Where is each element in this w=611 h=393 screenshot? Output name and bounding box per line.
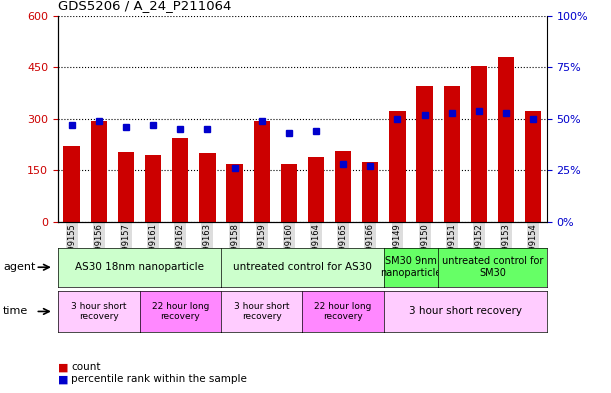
Bar <box>389 111 406 222</box>
Bar <box>227 164 243 222</box>
Text: AS30 18nm nanoparticle: AS30 18nm nanoparticle <box>75 262 204 272</box>
Text: SM30 9nm
nanoparticle: SM30 9nm nanoparticle <box>381 257 442 278</box>
Bar <box>90 121 107 222</box>
Bar <box>362 162 378 222</box>
Bar <box>172 138 188 222</box>
Bar <box>308 157 324 222</box>
Bar <box>64 146 80 222</box>
Text: percentile rank within the sample: percentile rank within the sample <box>71 374 247 384</box>
Text: count: count <box>71 362 101 373</box>
Text: ■: ■ <box>58 362 68 373</box>
Text: 3 hour short
recovery: 3 hour short recovery <box>71 302 126 321</box>
Bar <box>145 155 161 222</box>
Bar <box>118 152 134 222</box>
Bar <box>471 66 487 222</box>
Text: 3 hour short recovery: 3 hour short recovery <box>409 307 522 316</box>
Text: untreated control for
SM30: untreated control for SM30 <box>442 257 543 278</box>
Text: ■: ■ <box>58 374 68 384</box>
Bar <box>199 153 216 222</box>
Text: GDS5206 / A_24_P211064: GDS5206 / A_24_P211064 <box>58 0 232 12</box>
Bar <box>444 86 460 222</box>
Text: 3 hour short
recovery: 3 hour short recovery <box>234 302 290 321</box>
Bar <box>417 86 433 222</box>
Bar <box>254 121 270 222</box>
Text: 22 hour long
recovery: 22 hour long recovery <box>315 302 372 321</box>
Text: untreated control for AS30: untreated control for AS30 <box>233 262 372 272</box>
Text: time: time <box>3 307 28 316</box>
Bar <box>525 111 541 222</box>
Text: 22 hour long
recovery: 22 hour long recovery <box>152 302 209 321</box>
Bar <box>280 164 297 222</box>
Text: agent: agent <box>3 262 35 272</box>
Bar <box>498 57 514 222</box>
Bar <box>335 151 351 222</box>
